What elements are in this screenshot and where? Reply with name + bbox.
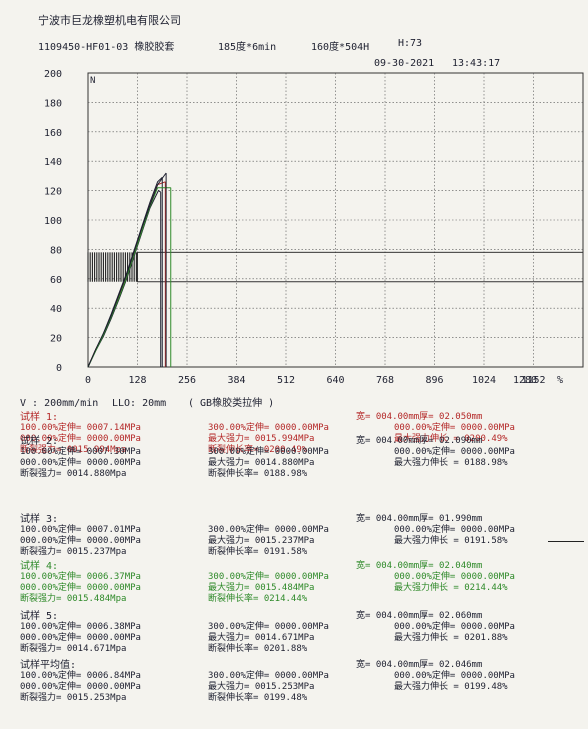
y-tick-label: 100 — [44, 216, 62, 227]
sample-name: 试样平均值: — [20, 660, 77, 671]
sample-name: 试样 5: — [20, 611, 59, 622]
result-value: 断裂伸长率= 0191.58% — [208, 547, 308, 557]
result-value: 100.00%定伸= 0006.37MPa — [20, 572, 141, 582]
result-value: 300.00%定伸= 0000.00MPa — [208, 671, 329, 681]
print-time: 13:43:17 — [452, 58, 501, 69]
post-cure-condition: 160度*504H — [311, 42, 370, 53]
x-tick-label: 256 — [178, 375, 196, 386]
result-value: 最大强力伸长 = 0199.48% — [394, 682, 508, 692]
result-value: 000.00%定伸= 0000.00MPa — [20, 434, 141, 444]
x-tick-label: 384 — [227, 375, 245, 386]
y-tick-label: 180 — [44, 98, 62, 109]
y-tick-label: 20 — [50, 334, 62, 345]
result-value: 000.00%定伸= 0000.00MPa — [394, 671, 515, 681]
sample-name: 试样 3: — [20, 514, 59, 525]
tensile-chart: 0 20 40 60 80 100 120 140 160 180 200 0 128 256 384 512… — [44, 69, 584, 386]
test-speed: V : 200mm/min — [20, 398, 99, 409]
x-tick-label: 128 — [128, 375, 146, 386]
result-value: 300.00%定伸= 0000.00MPa — [208, 525, 329, 535]
result-value: 宽= 004.00mm厚= 02.050mm — [356, 412, 483, 422]
result-value: 最大强力伸长 = 0214.44% — [394, 583, 508, 593]
y-tick-label: 120 — [44, 187, 62, 198]
hardness-value: H:73 — [398, 38, 423, 49]
result-value: 000.00%定伸= 0000.00MPa — [20, 633, 141, 643]
result-value: 000.00%定伸= 0000.00MPa — [394, 572, 515, 582]
product-code: 1109450-HF01-03 橡胶胶套 — [38, 42, 175, 53]
x-tick-label: 1152 — [521, 375, 545, 386]
result-value: 宽= 004.00mm厚= 01.990mm — [356, 514, 483, 524]
result-value: 断裂强力= 0014.671Mpa — [20, 644, 127, 654]
y-tick-label: 140 — [44, 157, 62, 168]
result-value: 000.00%定伸= 0000.00MPa — [394, 622, 515, 632]
result-value: 300.00%定伸= 0000.00MPa — [208, 622, 329, 632]
result-value: 宽= 004.00mm厚= 02.040mm — [356, 561, 483, 571]
result-value: 100.00%定伸= 0006.84MPa — [20, 671, 141, 681]
result-value: 100.00%定伸= 0007.30MPa — [20, 447, 141, 457]
result-value: 断裂伸长率= 0188.98% — [208, 469, 308, 479]
result-value: 断裂强力= 0015.484Mpa — [20, 594, 127, 604]
x-tick-label: 768 — [376, 375, 394, 386]
result-value: 000.00%定伸= 0000.00MPa — [394, 447, 515, 457]
result-value: 100.00%定伸= 0006.38MPa — [20, 622, 141, 632]
result-value: 断裂强力= 0015.237Mpa — [20, 547, 127, 557]
result-value: 断裂伸长率= 0200.49% — [208, 445, 308, 455]
result-value: 000.00%定伸= 0000.00MPa — [394, 525, 515, 535]
y-tick-label: 60 — [50, 275, 62, 286]
result-value: 最大强力伸长 = 0201.88% — [394, 633, 508, 643]
result-value: 最大强力伸长 = 0188.98% — [394, 458, 508, 468]
sample-name: 试样 4: — [20, 561, 59, 572]
result-value: 断裂强力= 0015.994Mpa — [20, 445, 127, 455]
x-tick-label: 0 — [85, 375, 91, 386]
sample-name: 试样 1: — [20, 412, 59, 423]
result-value: 最大强力= 0014.671MPa — [208, 633, 315, 643]
x-tick-label: 1280 — [513, 375, 537, 386]
result-value: 100.00%定伸= 0007.01MPa — [20, 525, 141, 535]
result-value: 最大强力= 0015.484MPa — [208, 583, 315, 593]
result-value: 000.00%定伸= 0000.00MPa — [394, 423, 515, 433]
result-value: 300.00%定伸= 0000.00MPa — [208, 447, 329, 457]
result-value: 000.00%定伸= 0000.00MPa — [20, 583, 141, 593]
y-tick-label: 200 — [44, 69, 62, 80]
result-value: 最大强力= 0015.994MPa — [208, 434, 315, 444]
result-value: 300.00%定伸= 0000.00MPa — [208, 423, 329, 433]
x-tick-label: 640 — [326, 375, 344, 386]
result-value: 断裂伸长率= 0199.48% — [208, 693, 308, 703]
result-value: 000.00%定伸= 0000.00MPa — [20, 458, 141, 468]
result-value: 最大强力伸长 = 0191.58% — [394, 536, 508, 546]
result-value: 断裂强力= 0015.253Mpa — [20, 693, 127, 703]
reference-box — [137, 251, 584, 283]
result-value: 断裂伸长率= 0201.88% — [208, 644, 308, 654]
y-tick-label: 0 — [56, 363, 62, 374]
y-tick-label: 40 — [50, 304, 62, 315]
result-value: 最大强力= 0014.880MPa — [208, 458, 315, 468]
y-tick-label: 160 — [44, 128, 62, 139]
y-tick-label: 80 — [50, 245, 62, 256]
x-unit-label: % — [557, 375, 563, 386]
result-value: 100.00%定伸= 0007.14MPa — [20, 423, 141, 433]
series-line-5 — [87, 172, 167, 368]
result-value: 宽= 004.00mm厚= 02.060mm — [356, 611, 483, 621]
test-standard: ( GB橡胶类拉伸 ) — [188, 398, 275, 409]
cure-condition: 185度*6min — [218, 42, 277, 53]
result-value: 宽= 004.00mm厚= 02.090mm — [356, 436, 483, 446]
result-value: 最大强力= 0015.253MPa — [208, 682, 315, 692]
result-value: 000.00%定伸= 0000.00MPa — [20, 682, 141, 692]
gauge-length: LLO: 20mm — [112, 398, 167, 409]
result-value: 最大强力伸长 = 0200.49% — [394, 434, 508, 444]
pointer-line — [548, 541, 584, 542]
result-value: 最大强力= 0015.237MPa — [208, 536, 315, 546]
result-value: 宽= 004.00mm厚= 02.046mm — [356, 660, 483, 670]
x-tick-label: 896 — [425, 375, 443, 386]
result-value: 断裂强力= 0014.880Mpa — [20, 469, 127, 479]
company-name: 宁波市巨龙橡塑机电有限公司 — [38, 14, 181, 27]
print-date: 09-30-2021 — [374, 58, 435, 69]
x-tick-label: 512 — [277, 375, 295, 386]
series-line-4 — [87, 187, 171, 368]
y-corner-label: N — [90, 76, 95, 86]
result-value: 断裂伸长率= 0214.44% — [208, 594, 308, 604]
sample-name: 试样 2: — [20, 436, 59, 447]
result-value: 300.00%定伸= 0000.00MPa — [208, 572, 329, 582]
x-tick-label: 1024 — [472, 375, 496, 386]
result-value: 000.00%定伸= 0000.00MPa — [20, 536, 141, 546]
